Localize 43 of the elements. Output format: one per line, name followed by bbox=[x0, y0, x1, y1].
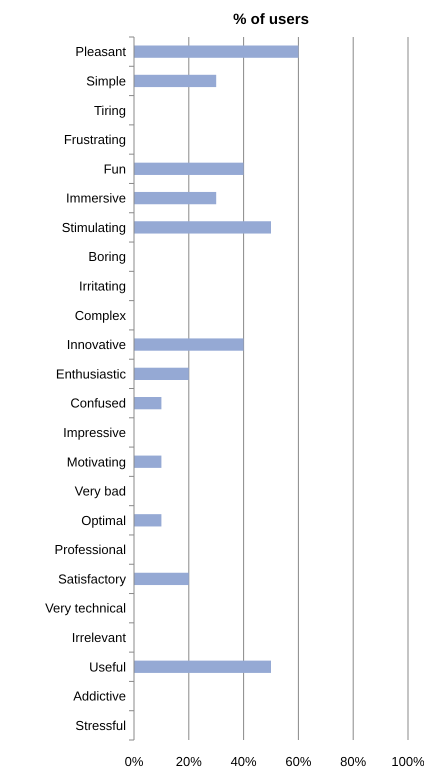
bar bbox=[134, 368, 189, 380]
x-tick-label: 40% bbox=[230, 754, 258, 769]
bar bbox=[134, 396, 162, 410]
bar bbox=[134, 221, 271, 234]
bar bbox=[134, 45, 298, 58]
y-tick-label: Innovative bbox=[66, 337, 126, 352]
y-tick-label: Stimulating bbox=[62, 220, 126, 235]
bar bbox=[134, 660, 271, 673]
x-tick-label: 20% bbox=[176, 754, 202, 769]
y-tick-label: Very bad bbox=[74, 484, 126, 499]
x-tick-label: 60% bbox=[285, 754, 312, 769]
y-tick-label: Confused bbox=[70, 396, 126, 411]
y-tick-label: Immersive bbox=[66, 190, 126, 206]
y-tick-label: Irrelevant bbox=[72, 630, 126, 646]
y-tick-label: Motivating bbox=[66, 454, 126, 470]
y-tick-label: Addictive bbox=[73, 688, 126, 704]
bar bbox=[134, 338, 244, 351]
y-tick-label: Impressive bbox=[63, 424, 126, 440]
y-tick-label: Tiring bbox=[94, 102, 126, 118]
y-tick-label: Frustrating bbox=[64, 132, 126, 148]
bar bbox=[134, 572, 189, 586]
bar bbox=[134, 514, 162, 526]
x-tick-label: 100% bbox=[391, 754, 426, 769]
y-tick-label: Stressful bbox=[75, 718, 126, 733]
y-tick-label: Pleasant bbox=[75, 44, 126, 60]
bar bbox=[134, 74, 216, 88]
y-tick-label: Complex bbox=[74, 308, 126, 323]
bar bbox=[134, 162, 244, 175]
chart-title: % of users bbox=[233, 11, 309, 28]
y-tick-label: Boring bbox=[88, 249, 126, 264]
bar bbox=[134, 192, 216, 204]
y-tick-label: Irritating bbox=[79, 278, 126, 294]
y-tick-label: Fun bbox=[104, 161, 126, 176]
bar bbox=[134, 456, 162, 468]
y-tick-label: Simple bbox=[86, 73, 126, 88]
y-tick-label: Satisfactory bbox=[58, 571, 126, 586]
y-tick-label: Professional bbox=[54, 542, 126, 558]
x-tick-label: 0% bbox=[124, 754, 144, 769]
y-tick-label: Useful bbox=[89, 659, 126, 674]
y-tick-label: Enthusiastic bbox=[56, 366, 126, 382]
x-tick-label: 80% bbox=[340, 754, 367, 769]
y-tick-label: Optimal bbox=[81, 512, 126, 528]
y-tick-label: Very technical bbox=[45, 600, 126, 616]
